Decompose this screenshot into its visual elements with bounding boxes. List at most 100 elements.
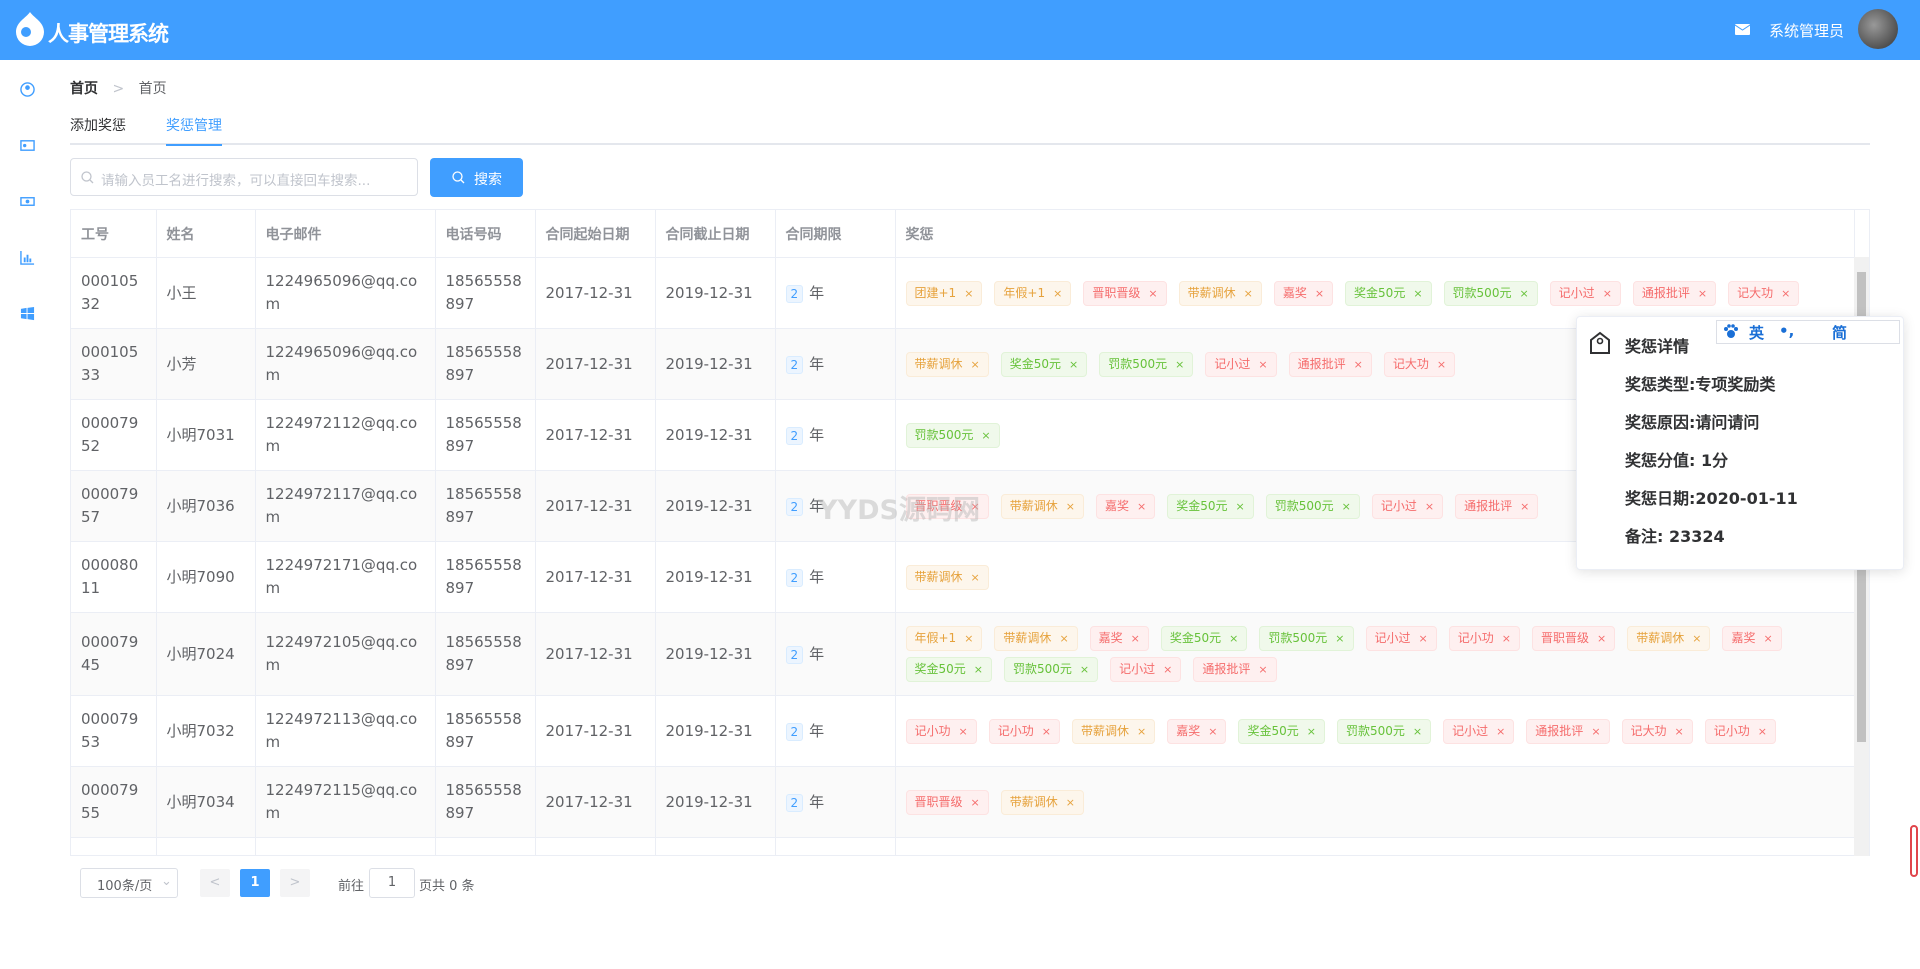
tag-close[interactable]: × [1065,499,1075,513]
search-input[interactable]: 请输入员工名进行搜索，可以直接回车搜索... [70,158,418,196]
tag[interactable]: 记小功 × [988,718,1060,744]
tag[interactable]: 奖金50元 × [1160,626,1248,651]
tag[interactable]: 记小功 × [1704,718,1776,744]
tab[interactable]: 奖惩管理 [166,115,222,146]
tag[interactable]: 带薪调休 × [1627,626,1711,651]
tag[interactable]: 通报批评 × [1288,351,1372,377]
tag[interactable]: 带薪调休 × [1000,493,1084,519]
search-button[interactable]: 搜索 [430,158,523,197]
current-page[interactable]: 1 [240,869,270,897]
tag-close[interactable]: × [1424,499,1435,513]
tag[interactable]: 记小功 × [1448,626,1520,651]
next-page[interactable]: > [280,869,310,897]
tag[interactable]: 晋职晋级 × [905,493,989,519]
tag[interactable]: 嘉奖 × [1089,626,1149,651]
tag-close[interactable]: × [1306,724,1316,738]
tag[interactable]: 带薪调休 × [994,626,1078,651]
tag-close[interactable]: × [1341,499,1351,513]
tag-close[interactable]: × [1175,357,1185,371]
tag-close[interactable]: × [1235,499,1245,513]
tag-close[interactable]: × [1353,357,1363,371]
tag-close[interactable]: × [1418,632,1428,645]
avatar[interactable] [1858,9,1898,49]
tag[interactable]: 记小过 × [1549,280,1621,306]
tag-close[interactable]: × [970,570,980,584]
tag-close[interactable]: × [1314,286,1325,300]
tag-close[interactable]: × [973,663,983,676]
tag[interactable]: 记大功 × [1621,718,1693,744]
tag[interactable]: 罚款500元 × [1336,718,1432,744]
tag-close[interactable]: × [1208,724,1218,738]
tag[interactable]: 年假+1 × [994,280,1072,306]
tag[interactable]: 记大功 × [1728,280,1800,306]
tag-close[interactable]: × [1697,286,1708,300]
breadcrumb-item[interactable]: 首页 [70,81,98,97]
page-size-select[interactable]: 100条/页 ⌄ [80,868,178,898]
tag-close[interactable]: × [1519,286,1529,300]
tag-close[interactable]: × [1412,724,1423,738]
tag[interactable]: 通报批评 × [1455,493,1539,519]
menu-icon[interactable] [20,250,35,265]
tag-close[interactable]: × [970,357,980,371]
tag[interactable]: 奖金50元 × [1000,351,1088,377]
tag[interactable]: 奖金50元 × [905,657,992,682]
tag-close[interactable]: × [1496,724,1506,738]
tag-close[interactable]: × [1413,286,1423,300]
tag[interactable]: 晋职晋级 × [1083,280,1167,306]
tag-close[interactable]: × [1258,357,1268,371]
tag[interactable]: 通报批评 × [1526,718,1610,744]
tag[interactable]: 记小过 × [1443,718,1515,744]
tag-close[interactable]: × [1163,663,1173,676]
tag-close[interactable]: × [1781,286,1791,300]
tag-close[interactable]: × [1602,286,1612,300]
tag[interactable]: 嘉奖 × [1095,493,1156,519]
tag[interactable]: 罚款500元 × [1099,351,1194,377]
tag[interactable]: 罚款500元 × [1443,280,1538,306]
tag-close[interactable]: × [1079,663,1090,676]
tag-close[interactable]: × [964,286,974,300]
tag[interactable]: 罚款500元 × [905,422,1000,448]
tag-close[interactable]: × [1130,632,1140,645]
tag[interactable]: 通报批评 × [1632,280,1717,306]
user-name[interactable]: 系统管理员 [1768,22,1844,40]
tag-close[interactable]: × [1674,724,1684,738]
tag-close[interactable]: × [1757,724,1767,738]
tag[interactable]: 晋职晋级 × [1531,626,1616,651]
tag-close[interactable]: × [1069,357,1079,371]
tag[interactable]: 嘉奖 × [1273,280,1334,306]
tag-close[interactable]: × [958,724,968,738]
tag[interactable]: 晋职晋级 × [905,789,989,815]
tag[interactable]: 带薪调休 × [1178,280,1262,306]
tag[interactable]: 罚款500元 × [1259,626,1354,651]
menu-icon[interactable] [20,194,35,209]
tag-close[interactable]: × [1591,724,1601,738]
tag-close[interactable]: × [970,499,980,513]
tag-close[interactable]: × [1053,286,1063,300]
menu-icon[interactable] [20,138,35,153]
tag[interactable]: 记小过 × [1110,657,1182,682]
tag[interactable]: 记小过 × [1365,626,1437,651]
page-scrollbar[interactable] [1910,825,1918,877]
tag-close[interactable]: × [1229,632,1239,645]
goto-input[interactable]: 1 [369,868,415,898]
tag-close[interactable]: × [964,632,974,645]
ime-icon[interactable] [1723,324,1739,339]
tag-close[interactable]: × [1763,632,1773,645]
tag[interactable]: 年假+1 × [905,626,983,651]
ime-script[interactable]: 简 [1832,324,1848,342]
tag[interactable]: 记小过 × [1371,493,1444,519]
ime-punct[interactable]: •, [1779,322,1795,340]
tag[interactable]: 带薪调休 × [905,351,989,377]
tab[interactable]: 添加奖惩 [70,118,126,134]
prev-page[interactable]: < [200,869,230,897]
tag[interactable]: 记大功 × [1383,351,1456,377]
tag-close[interactable]: × [981,428,991,442]
tag-close[interactable]: × [1148,286,1158,300]
tag-close[interactable]: × [1501,632,1511,645]
tag-close[interactable]: × [1136,499,1147,513]
tag-close[interactable]: × [1335,632,1345,645]
tag[interactable]: 奖金50元 × [1345,280,1432,306]
tag-close[interactable]: × [1436,357,1447,371]
menu-icon[interactable] [20,306,35,321]
tag-close[interactable]: × [1258,663,1268,676]
